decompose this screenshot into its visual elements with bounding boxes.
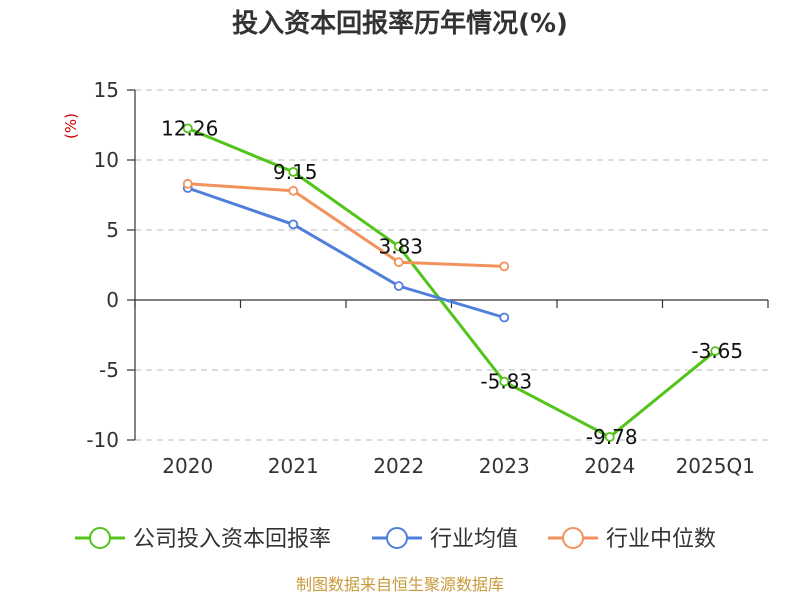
data-point (604, 432, 615, 442)
x-tick-label: 2023 (479, 454, 530, 478)
legend-item-0: 公司投入资本回报率 (75, 527, 331, 552)
series-layer (182, 123, 721, 442)
data-point (393, 241, 404, 252)
y-tick-label: 15 (94, 78, 119, 102)
data-label: -3.65 (691, 339, 743, 363)
legend: 公司投入资本回报率 行业均值 行业中位数 (75, 527, 716, 552)
series-line-2 (187, 182, 505, 268)
data-label: 9.15 (273, 160, 318, 184)
data-label: 12.26 (161, 116, 218, 140)
legend-item-1: 行业均值 (372, 527, 518, 552)
legend-label: 行业均值 (430, 527, 518, 552)
legend-label: 公司投入资本回报率 (133, 527, 331, 552)
data-label: -9.78 (586, 425, 638, 449)
series-line-0 (187, 126, 717, 439)
data-point (288, 219, 299, 230)
y-tick-label: 5 (106, 218, 119, 242)
x-tick-label: 2022 (373, 454, 424, 478)
data-point (499, 261, 510, 272)
y-tick-label: 0 (106, 288, 119, 312)
data-point (393, 257, 404, 268)
data-point (499, 376, 510, 387)
data-labels: 12.26 9.15 3.83 -5.83 -9.78 -3.65 (161, 116, 743, 449)
data-label: -5.83 (480, 370, 532, 394)
data-point (710, 346, 721, 357)
y-tick-label: 10 (94, 148, 119, 172)
legend-label: 行业中位数 (606, 527, 716, 552)
x-tick-label: 2025Q1 (676, 454, 755, 478)
y-axis-label: (%) (62, 113, 80, 139)
legend-item-2: 行业中位数 (548, 527, 716, 552)
series-line-1 (187, 186, 505, 319)
legend-swatch-marker (562, 527, 584, 549)
legend-swatch-marker (89, 527, 111, 549)
x-tick-label: 2024 (584, 454, 635, 478)
data-point (288, 166, 299, 177)
data-point (182, 123, 193, 134)
data-label: 3.83 (378, 234, 423, 258)
x-tick-label: 2020 (162, 454, 213, 478)
legend-swatch-marker (386, 527, 408, 549)
y-tick-label: -10 (86, 428, 119, 452)
y-tick-label: -5 (99, 358, 119, 382)
axes: 15 10 5 0 -5 -10 2020 2021 2022 2023 2024 2025Q1 (86, 78, 769, 478)
data-point (393, 281, 404, 291)
data-point (499, 312, 510, 323)
x-tick-label: 2021 (268, 454, 319, 478)
chart-title: 投入资本回报率历年情况(%) (232, 8, 568, 39)
data-point (288, 185, 299, 196)
source-note: 制图数据来自恒生聚源数据库 (296, 575, 504, 594)
data-point (182, 178, 193, 189)
